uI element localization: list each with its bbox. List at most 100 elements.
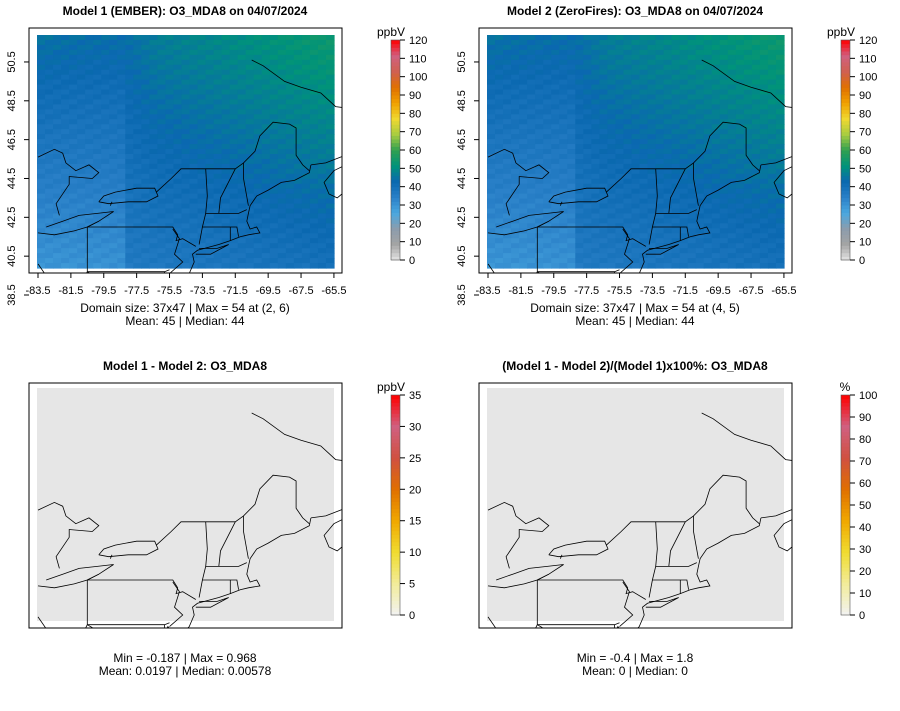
grid-cell [45,144,54,150]
grid-cell [197,119,207,125]
grid-cell [655,104,665,110]
grid-cell [623,173,633,180]
grid-cell [221,84,231,91]
grid-cell [221,129,231,135]
grid-cell [61,74,70,81]
grid-cell [607,79,617,86]
grid-cell [77,129,86,135]
grid-cell [671,258,681,264]
grid-cell [583,35,592,41]
grid-cell [285,248,295,254]
grid-cell [671,193,681,200]
grid-cell [237,84,247,91]
grid-cell [511,228,520,234]
grid-cell [671,54,681,61]
colorbar-segment [841,563,850,568]
grid-cell [543,238,552,244]
grid-cell [77,188,86,195]
grid-cell [221,213,231,220]
grid-cell [607,218,617,224]
grid-cell [551,59,560,66]
grid-cell [205,163,215,170]
grid-cell [157,228,167,234]
grid-cell [615,178,625,185]
grid-cell [679,203,689,210]
colorbar-segment [391,431,400,436]
grid-cell [559,233,568,239]
grid-cell [301,94,311,101]
grid-cell [133,109,142,115]
grid-cell [775,238,785,244]
grid-cell [37,193,46,200]
grid-cell [213,193,223,200]
grid-cell [527,104,536,110]
grid-cell [567,198,576,205]
grid-cell [743,99,753,106]
grid-cell [157,129,167,135]
grid-cell [93,79,102,86]
grid-cell [607,64,617,71]
grid-cell [229,263,239,269]
grid-cell [293,258,303,264]
grid-cell [45,193,54,200]
grid-cell [309,144,319,150]
grid-cell [567,59,576,66]
grid-cell [237,39,247,46]
grid-cell [125,144,134,150]
grid-cell [583,213,592,220]
grid-cell [149,173,159,180]
grid-cell [703,149,713,155]
grid-cell [695,124,705,130]
grid-cell [511,188,520,195]
grid-cell [117,74,126,81]
grid-cell [317,114,327,120]
grid-cell [591,104,600,110]
grid-cell [543,39,552,46]
grid-cell [775,158,785,165]
grid-cell [519,119,528,125]
grid-cell [703,203,713,210]
grid-cell [591,84,600,91]
grid-cell [495,258,504,264]
grid-cell [125,44,134,51]
grid-cell [759,203,769,210]
grid-cell [213,84,223,91]
grid-cell [213,203,223,210]
grid-cell [45,84,54,91]
grid-cell [53,243,62,249]
grid-cell [703,248,713,254]
grid-cell [751,149,761,155]
grid-cell [325,188,335,195]
grid-cell [61,114,70,120]
grid-cell [503,158,512,165]
grid-cell [133,149,142,155]
grid-cell [711,238,721,244]
grid-cell [149,153,159,160]
grid-cell [309,158,319,165]
stat-line-2: Mean: 0 | Median: 0 [582,664,688,678]
grid-cell [607,163,617,170]
grid-cell [679,198,689,205]
grid-cell [543,44,552,51]
grid-cell [687,54,697,61]
grid-cell [551,153,560,160]
grid-cell [101,238,110,244]
grid-cell [93,39,102,46]
grid-cell [261,49,271,56]
grid-cell [253,158,263,165]
grid-cell [583,114,592,120]
colorbar-segment [841,194,850,199]
grid-cell [687,64,697,71]
grid-cell [125,64,134,71]
grid-cell [687,153,697,160]
grid-cell [109,223,118,229]
colorbar-segment [841,446,850,451]
map-border-line [87,624,94,628]
grid-cell [261,198,271,205]
grid-cell [229,124,239,130]
grid-cell [261,173,271,180]
grid-cell [141,178,150,185]
grid-cell [655,183,665,190]
grid-cell [647,44,657,51]
grid-cell [639,178,649,185]
